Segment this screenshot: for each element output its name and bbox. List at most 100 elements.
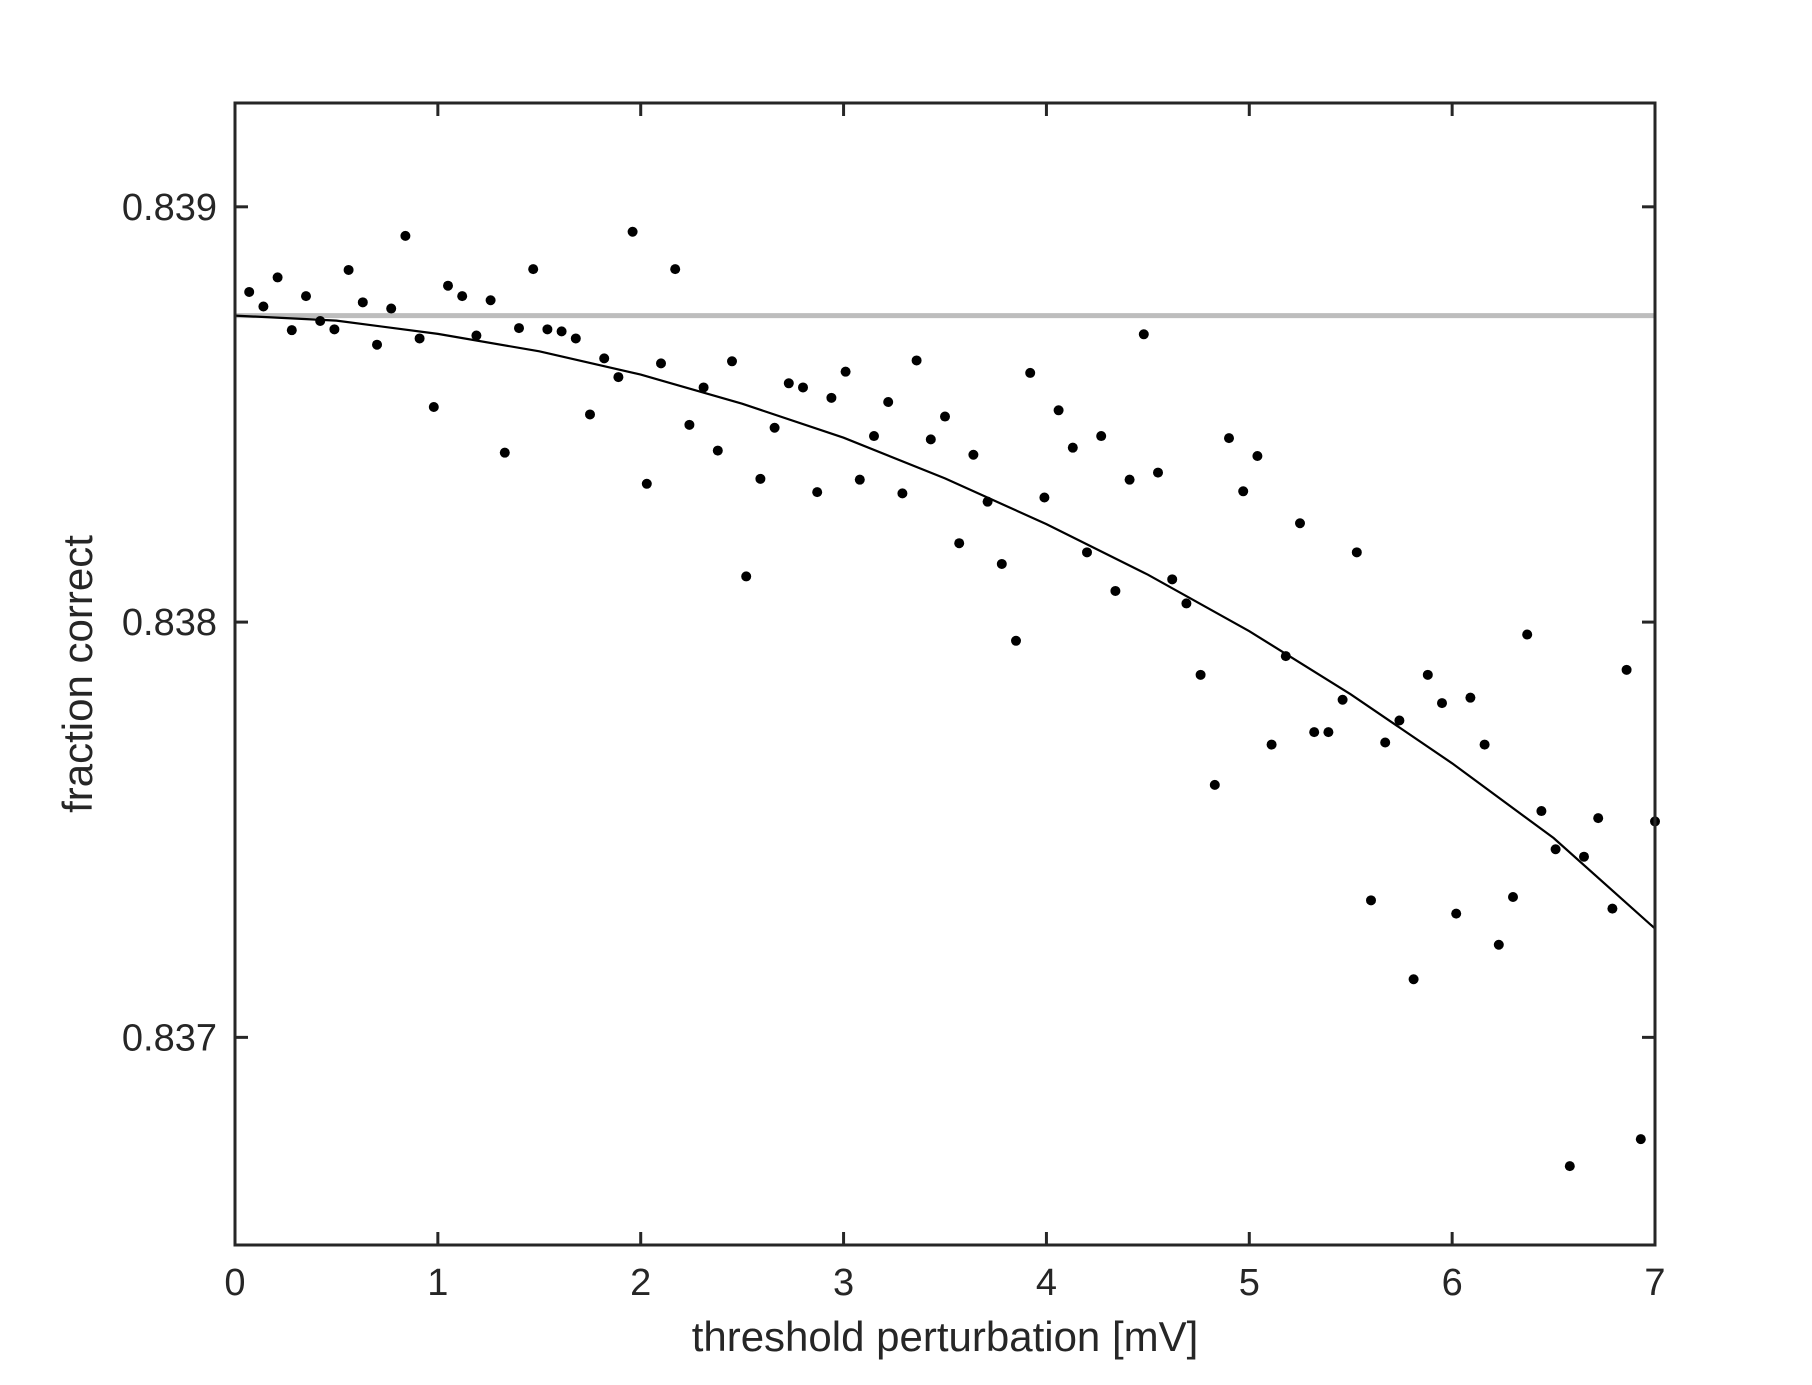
x-tick-label: 7 bbox=[1644, 1262, 1665, 1304]
data-point bbox=[641, 478, 652, 489]
data-point bbox=[684, 419, 695, 430]
data-point bbox=[1025, 367, 1036, 378]
data-point bbox=[1138, 329, 1149, 340]
data-point bbox=[386, 303, 397, 314]
data-point bbox=[499, 447, 510, 458]
data-point bbox=[1522, 629, 1533, 640]
data-point bbox=[1096, 431, 1107, 442]
data-point bbox=[428, 401, 439, 412]
data-point bbox=[1323, 727, 1334, 738]
y-axis: 0.837 0.838 0.839 bbox=[122, 187, 1655, 1059]
data-point bbox=[670, 264, 681, 275]
data-point bbox=[1635, 1134, 1646, 1145]
fit-layer bbox=[234, 314, 1656, 930]
data-point bbox=[1280, 651, 1291, 662]
data-point bbox=[1252, 450, 1263, 461]
fit-curve bbox=[234, 314, 1656, 930]
data-point bbox=[769, 422, 780, 433]
x-tick-label: 2 bbox=[630, 1262, 651, 1304]
data-point bbox=[911, 355, 922, 366]
data-point bbox=[1153, 467, 1163, 478]
x-tick-label: 5 bbox=[1239, 1262, 1260, 1304]
data-point bbox=[556, 326, 567, 337]
data-point bbox=[1337, 694, 1348, 705]
x-tick-label: 6 bbox=[1442, 1262, 1463, 1304]
data-point bbox=[812, 487, 823, 498]
data-point bbox=[1082, 547, 1092, 558]
data-point bbox=[712, 445, 723, 456]
data-point bbox=[1465, 692, 1476, 703]
data-point bbox=[1564, 1161, 1575, 1172]
data-point bbox=[1607, 903, 1618, 914]
data-point bbox=[1224, 433, 1234, 444]
data-point bbox=[1479, 739, 1490, 750]
data-point bbox=[570, 333, 581, 344]
points-layer bbox=[244, 226, 1660, 1172]
data-point bbox=[457, 291, 468, 302]
data-point bbox=[343, 264, 354, 275]
data-point bbox=[372, 339, 382, 350]
data-point bbox=[826, 392, 837, 403]
data-point bbox=[443, 280, 453, 291]
data-point bbox=[698, 382, 709, 393]
data-point bbox=[1508, 892, 1518, 903]
data-point bbox=[798, 382, 808, 393]
data-point bbox=[996, 558, 1007, 569]
data-point bbox=[301, 291, 311, 302]
data-point bbox=[1394, 715, 1405, 726]
data-point bbox=[1309, 727, 1320, 738]
data-point bbox=[1351, 547, 1362, 558]
data-point bbox=[1451, 908, 1462, 919]
data-point bbox=[1209, 779, 1220, 790]
data-point bbox=[599, 353, 610, 364]
data-point bbox=[1366, 895, 1376, 906]
data-point bbox=[258, 301, 269, 312]
data-point bbox=[1593, 813, 1604, 824]
y-tick-label: 0.838 bbox=[122, 602, 217, 644]
data-point bbox=[1053, 405, 1064, 416]
data-point bbox=[471, 330, 482, 341]
data-point bbox=[1295, 518, 1305, 529]
data-point bbox=[883, 396, 894, 407]
data-point bbox=[1536, 806, 1547, 817]
data-point bbox=[854, 474, 865, 485]
data-point bbox=[272, 272, 283, 283]
data-point bbox=[585, 409, 595, 420]
x-axis-label: threshold perturbation [mV] bbox=[692, 1313, 1199, 1360]
y-tick-label: 0.839 bbox=[122, 187, 217, 229]
data-point bbox=[755, 473, 766, 484]
data-point bbox=[656, 358, 666, 369]
data-point bbox=[1493, 939, 1504, 950]
data-point bbox=[1408, 974, 1419, 985]
data-point bbox=[627, 226, 638, 237]
data-point bbox=[1167, 574, 1178, 585]
data-point bbox=[1011, 635, 1021, 646]
data-point bbox=[840, 366, 851, 377]
data-point bbox=[1550, 844, 1561, 855]
x-tick-label: 0 bbox=[224, 1262, 245, 1304]
data-point bbox=[485, 295, 496, 306]
data-point bbox=[286, 325, 297, 336]
data-point bbox=[1238, 486, 1249, 497]
data-point bbox=[783, 378, 794, 389]
x-tick-label: 3 bbox=[833, 1262, 854, 1304]
data-point bbox=[1124, 474, 1135, 485]
data-point bbox=[315, 316, 326, 327]
x-tick-label: 1 bbox=[427, 1262, 448, 1304]
data-point bbox=[1266, 739, 1277, 750]
data-point bbox=[414, 333, 425, 344]
y-tick-label: 0.837 bbox=[122, 1017, 217, 1059]
data-point bbox=[244, 286, 255, 297]
x-tick-label: 4 bbox=[1036, 1262, 1057, 1304]
data-point bbox=[1437, 698, 1447, 709]
data-point bbox=[1422, 669, 1433, 680]
data-point bbox=[329, 324, 340, 335]
data-point bbox=[741, 571, 752, 582]
data-point bbox=[1195, 669, 1206, 680]
data-point bbox=[982, 496, 993, 507]
data-point bbox=[940, 411, 950, 422]
data-point bbox=[727, 356, 737, 367]
data-point bbox=[1181, 598, 1192, 609]
data-point bbox=[357, 297, 368, 308]
